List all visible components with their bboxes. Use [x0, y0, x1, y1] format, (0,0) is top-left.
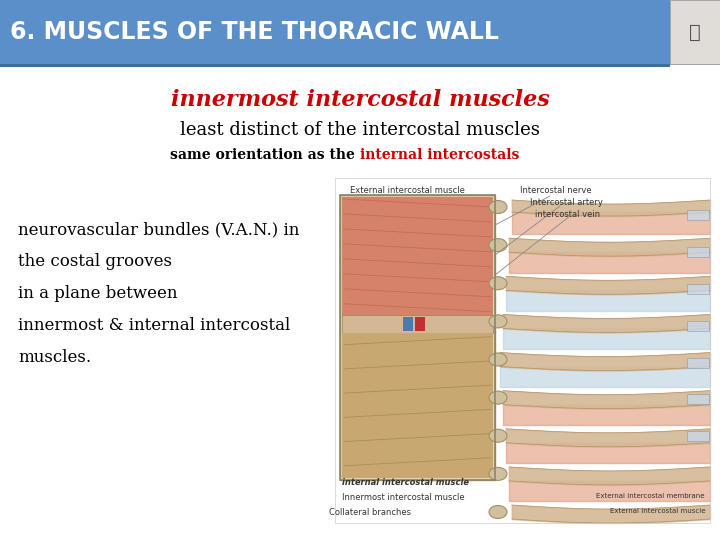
Ellipse shape [489, 315, 507, 328]
Bar [335, 178, 710, 523]
Bar [687, 210, 709, 220]
Text: External intercostal muscle: External intercostal muscle [610, 508, 705, 514]
Bar [0, 64, 670, 67]
Bar [342, 315, 493, 333]
Bar [415, 316, 425, 330]
Bar [687, 394, 709, 404]
Text: 6. MUSCLES OF THE THORACIC WALL: 6. MUSCLES OF THE THORACIC WALL [10, 20, 499, 44]
Text: internal intercostal muscle: internal intercostal muscle [342, 478, 469, 487]
Text: innermost intercostal muscles: innermost intercostal muscles [171, 89, 549, 111]
Bar [340, 195, 495, 480]
Bar [687, 247, 709, 257]
Bar [670, 0, 720, 64]
Text: Collateral branches: Collateral branches [329, 508, 411, 517]
Bar [342, 197, 493, 316]
Bar [0, 0, 670, 64]
Text: 🦴: 🦴 [689, 23, 701, 42]
Bar [335, 178, 710, 523]
Text: intercostal vein: intercostal vein [535, 210, 600, 219]
Text: muscles.: muscles. [18, 349, 91, 367]
Ellipse shape [489, 200, 507, 213]
Text: neurovascular bundles (V.A.N.) in: neurovascular bundles (V.A.N.) in [18, 221, 300, 239]
Text: innermost & internal intercostal: innermost & internal intercostal [18, 318, 290, 334]
Bar [402, 316, 413, 330]
Text: Intercostal artery: Intercostal artery [530, 198, 603, 207]
Bar [342, 333, 493, 478]
Text: External intercostal membrane: External intercostal membrane [596, 493, 705, 499]
Bar [687, 321, 709, 330]
Ellipse shape [489, 429, 507, 442]
Bar [490, 180, 715, 525]
Text: least distinct of the intercostal muscles: least distinct of the intercostal muscle… [180, 121, 540, 139]
Ellipse shape [489, 391, 507, 404]
Bar [687, 284, 709, 294]
Text: in a plane between: in a plane between [18, 286, 178, 302]
Text: internal intercostals: internal intercostals [360, 148, 519, 162]
Text: Intercostal nerve: Intercostal nerve [520, 186, 592, 195]
Ellipse shape [489, 276, 507, 290]
Ellipse shape [489, 239, 507, 252]
Ellipse shape [489, 353, 507, 366]
Bar [340, 195, 495, 480]
Ellipse shape [489, 468, 507, 481]
Bar [687, 357, 709, 368]
Bar [687, 431, 709, 441]
Text: Innermost intercostal muscle: Innermost intercostal muscle [342, 493, 464, 502]
Text: External intercostal muscle: External intercostal muscle [350, 186, 465, 195]
Ellipse shape [489, 505, 507, 518]
Text: the costal grooves: the costal grooves [18, 253, 172, 271]
Text: same orientation as the: same orientation as the [170, 148, 360, 162]
